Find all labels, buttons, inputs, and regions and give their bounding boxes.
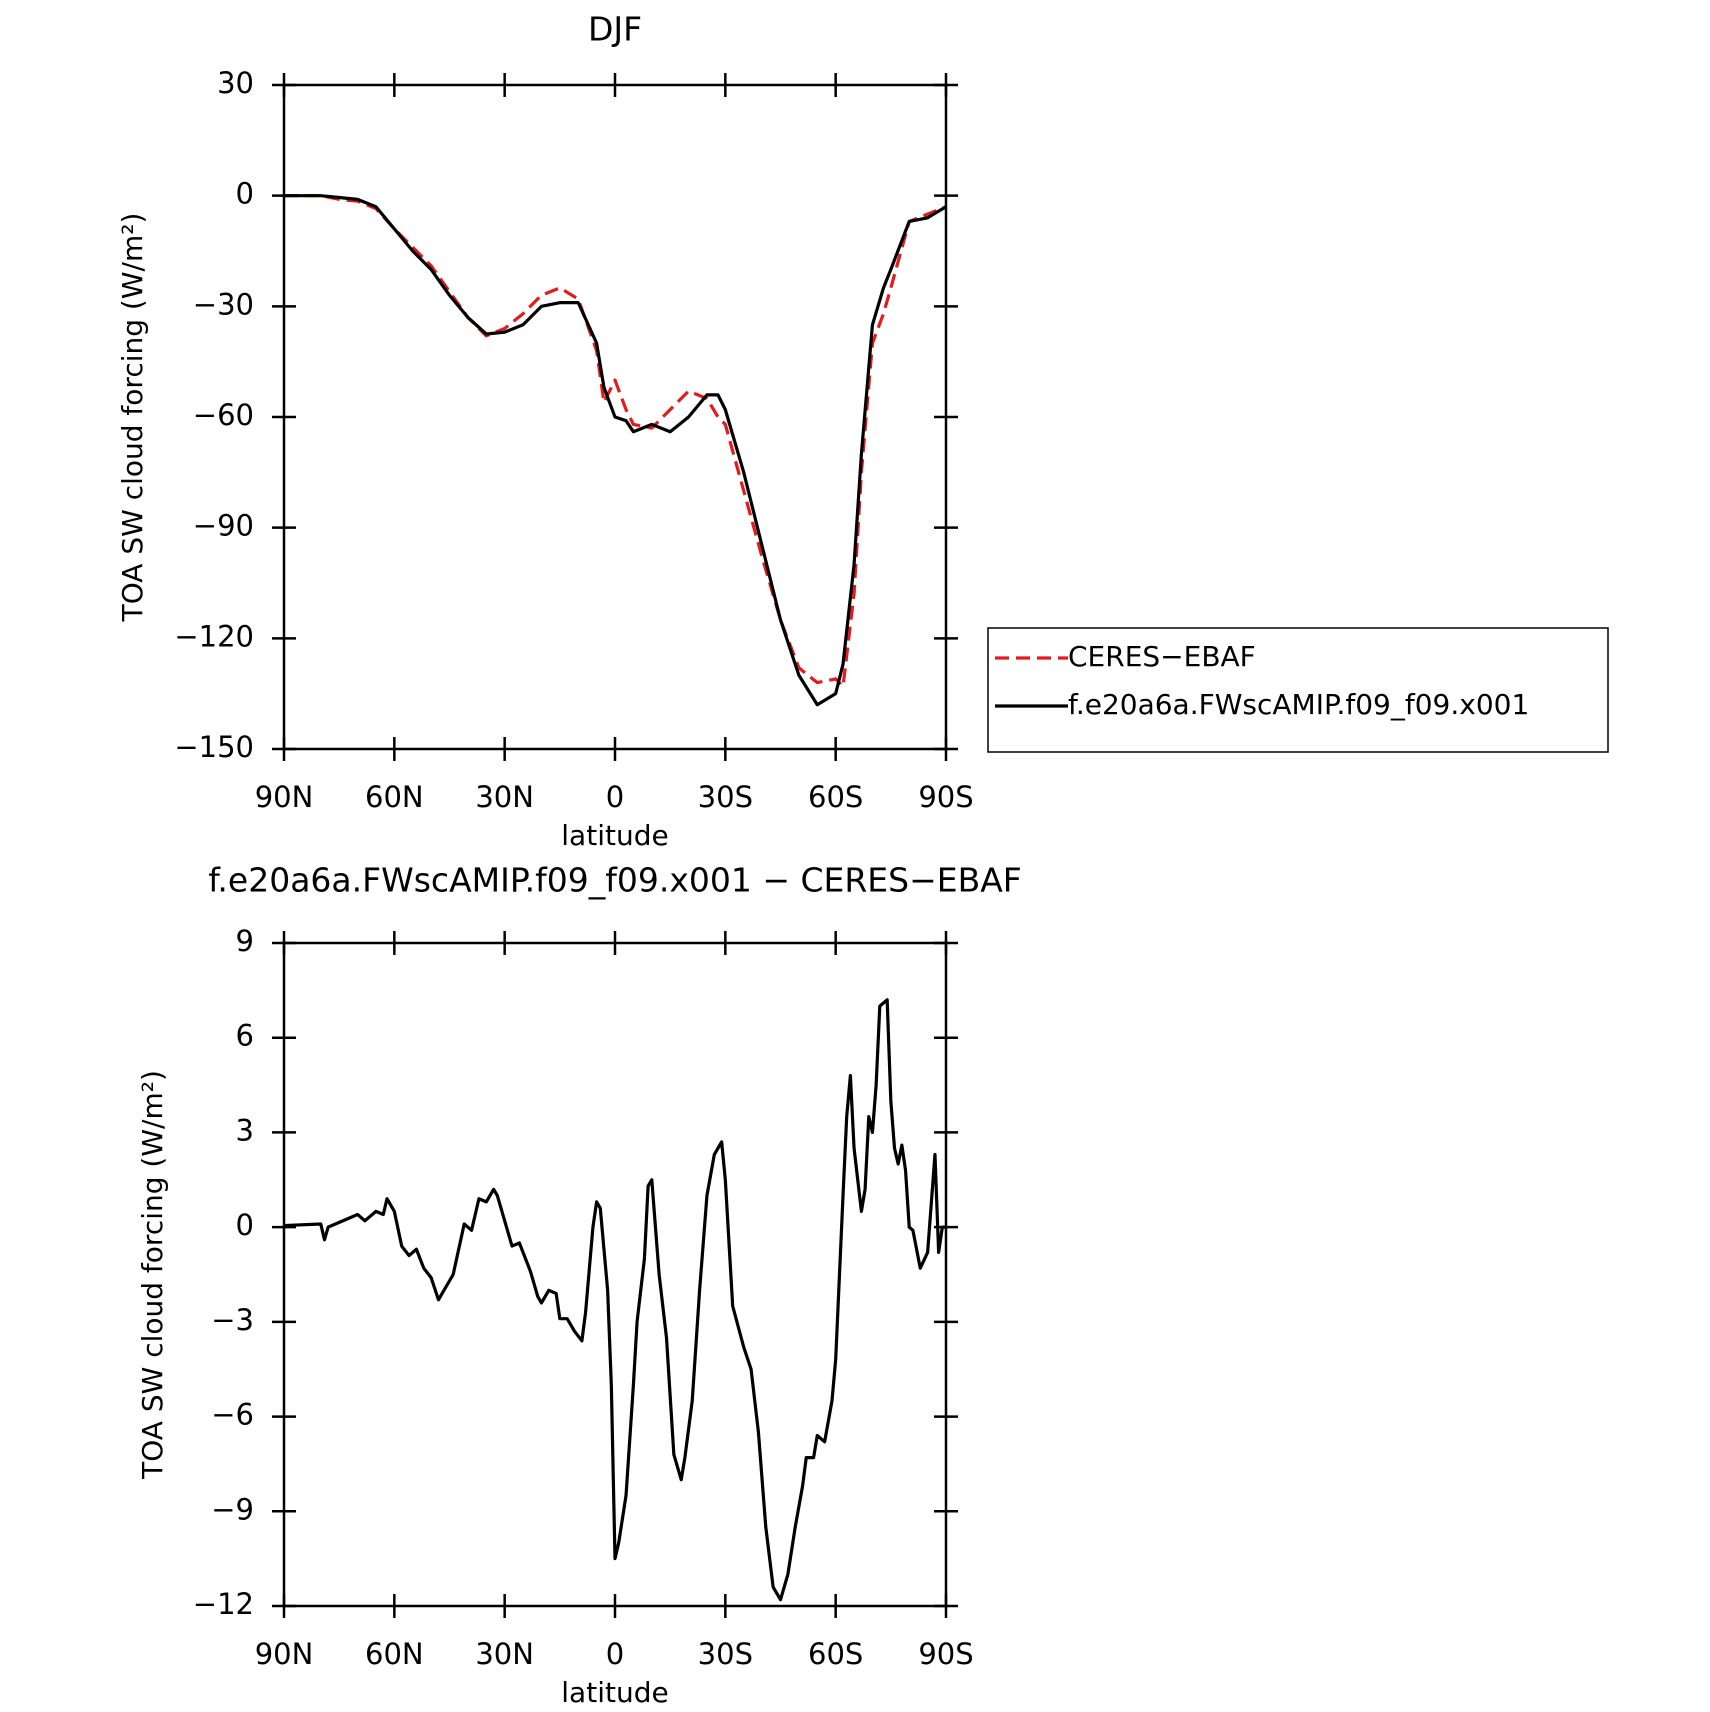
x-tick-label: 90S (918, 780, 973, 814)
x-axis-label: latitude (561, 1676, 668, 1709)
x-tick-label: 60S (808, 1637, 863, 1671)
chart-title: f.e20a6a.FWscAMIP.f09_f09.x001 − CERES−E… (208, 861, 1022, 900)
x-tick-label: 60S (808, 780, 863, 814)
y-tick-label: −3 (211, 1303, 254, 1337)
y-tick-label: 3 (236, 1113, 254, 1147)
y-tick-label: 0 (236, 177, 254, 211)
x-tick-label: 90N (255, 1637, 314, 1671)
y-tick-label: −150 (174, 730, 254, 764)
data-line (284, 194, 947, 688)
x-tick-label: 30S (698, 780, 753, 814)
y-tick-label: −9 (211, 1492, 254, 1526)
y-tick-label: −60 (193, 398, 254, 432)
x-tick-label: 0 (606, 1637, 624, 1671)
data-line (284, 194, 947, 707)
x-tick-label: 30N (475, 780, 534, 814)
x-tick-label: 0 (606, 780, 624, 814)
y-tick-label: 0 (236, 1208, 254, 1242)
y-tick-label: −6 (211, 1398, 254, 1432)
y-tick-label: 6 (236, 1019, 254, 1053)
y-tick-label: −120 (174, 619, 254, 653)
plot-frame (282, 941, 948, 1608)
y-axis-label: TOA SW cloud forcing (W/m²) (116, 213, 149, 623)
legend-label: CERES−EBAF (1068, 640, 1256, 673)
x-tick-label: 90S (918, 1637, 973, 1671)
x-tick-label: 30N (475, 1637, 534, 1671)
y-tick-label: −90 (193, 509, 254, 543)
legend-label: f.e20a6a.FWscAMIP.f09_f09.x001 (1068, 688, 1529, 721)
x-tick-label: 60N (365, 780, 424, 814)
y-axis-label: TOA SW cloud forcing (W/m²) (136, 1070, 169, 1480)
x-tick-label: 90N (255, 780, 314, 814)
y-tick-label: 9 (236, 924, 254, 958)
x-axis-label: latitude (561, 819, 668, 852)
y-tick-label: −12 (193, 1587, 254, 1621)
plot-frame (282, 83, 948, 751)
legend-box (987, 627, 1609, 753)
data-line (283, 998, 946, 1602)
x-tick-label: 30S (698, 1637, 753, 1671)
y-tick-label: −30 (193, 287, 254, 321)
x-tick-label: 60N (365, 1637, 424, 1671)
chart-title: DJF (588, 10, 642, 49)
y-tick-label: 30 (217, 66, 254, 100)
